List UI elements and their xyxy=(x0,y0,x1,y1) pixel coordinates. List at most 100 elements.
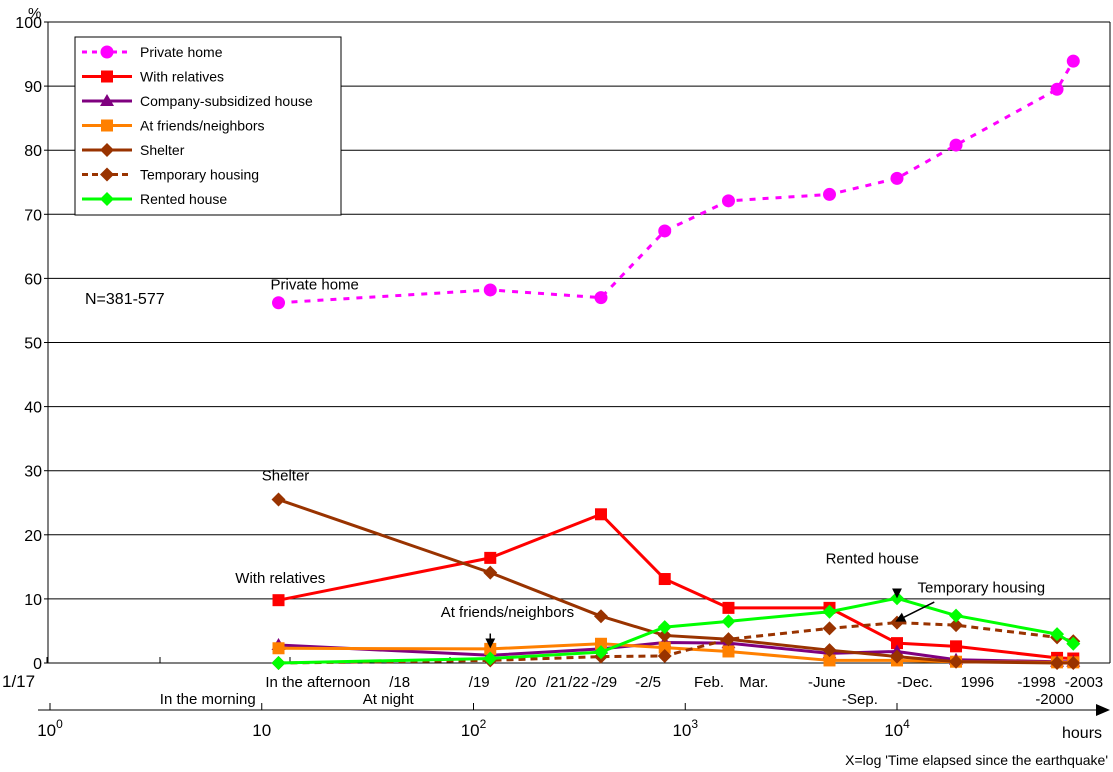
data-point xyxy=(272,296,286,310)
x-axis: 100 10 102 103 104 hours X=log 'Time elapsed s… xyxy=(37,703,1110,768)
period-label: -2000 xyxy=(1035,691,1073,708)
data-point xyxy=(657,628,672,643)
x-axis-title: X=log 'Time elapsed since the earthquake… xyxy=(845,752,1108,768)
legend-label: Company-subsidized house xyxy=(140,93,313,109)
data-point xyxy=(822,604,837,619)
period-label: /21 xyxy=(546,674,567,691)
y-tick-label: 30 xyxy=(24,464,42,481)
annotation-label: Rented house xyxy=(826,551,919,568)
data-point xyxy=(1050,82,1064,96)
legend-item: At friends/neighbors xyxy=(82,118,265,134)
data-point xyxy=(594,291,608,305)
annotations: Private home Shelter With relatives At frie… xyxy=(85,276,1046,649)
legend-swatch-marker xyxy=(100,94,114,106)
legend-item: Temporary housing xyxy=(82,167,259,183)
legend-swatch-marker xyxy=(100,45,114,59)
period-label: 1996 xyxy=(961,674,994,691)
annotation-label: Temporary housing xyxy=(918,579,1046,596)
period-label: Feb. xyxy=(694,674,724,691)
data-point xyxy=(272,642,285,655)
legend-label: Temporary housing xyxy=(140,167,259,183)
series-line xyxy=(278,512,1074,661)
data-point xyxy=(722,645,735,658)
legend-label: With relatives xyxy=(140,69,224,85)
y-tick-label: 80 xyxy=(24,143,42,160)
y-tick-label: 40 xyxy=(24,400,42,417)
data-point xyxy=(1066,54,1080,68)
y-tick-label: 0 xyxy=(33,656,42,673)
data-point xyxy=(593,645,608,660)
data-point xyxy=(1050,627,1065,642)
data-point xyxy=(593,609,608,624)
x-tick-label: 102 xyxy=(461,717,487,740)
y-tick-label: 70 xyxy=(24,207,42,224)
data-point xyxy=(594,508,607,521)
legend-item: With relatives xyxy=(82,69,224,85)
data-point xyxy=(658,641,671,654)
annotation-label: Shelter xyxy=(262,467,310,484)
legend-swatch-marker xyxy=(101,70,113,83)
series-private-home xyxy=(272,54,1080,310)
x-axis-unit: hours xyxy=(1062,725,1102,742)
data-point xyxy=(484,551,497,564)
data-point xyxy=(823,187,837,201)
data-point xyxy=(949,654,964,669)
y-tick-label: 60 xyxy=(24,271,42,288)
series-line xyxy=(278,621,1074,665)
data-point xyxy=(271,656,286,670)
period-label: At night xyxy=(363,691,415,708)
data-point xyxy=(822,643,837,658)
data-point xyxy=(1066,656,1081,670)
data-point xyxy=(890,649,904,664)
period-label: -1998 xyxy=(1017,674,1055,691)
y-tick-label: 100 xyxy=(15,15,42,32)
legend-label: Private home xyxy=(140,44,223,60)
period-label: -2003 xyxy=(1065,674,1103,691)
legend-label: Rented house xyxy=(140,191,227,207)
period-labels: 1/17 In the afternoon/18/19/20/21/22 -/29 -… xyxy=(2,672,1103,708)
data-point xyxy=(722,601,735,614)
annotation-arrow xyxy=(895,601,935,622)
y-tick-label: 90 xyxy=(24,79,42,96)
data-point xyxy=(658,224,672,238)
legend-item: Shelter xyxy=(82,142,185,158)
period-label: -/29 xyxy=(591,674,617,691)
x-tick-label: 10 xyxy=(252,721,271,740)
period-label: 1/17 xyxy=(2,672,35,691)
period-label: -2/5 xyxy=(635,674,661,691)
period-label: In the morning xyxy=(160,691,256,708)
annotation-label: With relatives xyxy=(235,570,325,587)
legend-swatch-marker xyxy=(100,143,114,157)
legend-swatch-marker xyxy=(101,119,113,132)
data-point xyxy=(950,640,963,653)
legend-item: Private home xyxy=(82,44,223,60)
sample-size-note: N=381-577 xyxy=(85,291,165,308)
series-line xyxy=(278,60,1075,305)
data-point xyxy=(949,138,963,152)
legend-label: At friends/neighbors xyxy=(140,118,265,134)
period-label: /18 xyxy=(389,674,410,691)
data-point xyxy=(483,651,498,666)
period-label: -June xyxy=(808,674,846,691)
grid xyxy=(48,21,1110,664)
series-layer xyxy=(271,54,1081,670)
period-label: /19 xyxy=(469,674,490,691)
x-tick-label: 104 xyxy=(884,717,910,740)
series-line xyxy=(278,596,1075,665)
period-label: -Sep. xyxy=(842,691,878,708)
data-point xyxy=(721,194,735,208)
period-label: -Dec. xyxy=(897,674,933,691)
period-label: /22 xyxy=(568,674,589,691)
annotation-label: At friends/neighbors xyxy=(441,604,574,621)
period-label: Mar. xyxy=(739,674,768,691)
data-point xyxy=(594,637,607,650)
data-point xyxy=(1066,636,1081,651)
data-point xyxy=(483,565,498,580)
legend: Private home With relatives Company-subsid… xyxy=(74,36,342,216)
y-tick-label: 50 xyxy=(24,336,42,353)
data-point xyxy=(271,492,286,507)
x-axis-arrowhead xyxy=(1096,704,1110,716)
data-point xyxy=(721,632,736,647)
y-axis: 0 10 20 30 40 50 60 70 80 90 100% xyxy=(15,5,1111,673)
